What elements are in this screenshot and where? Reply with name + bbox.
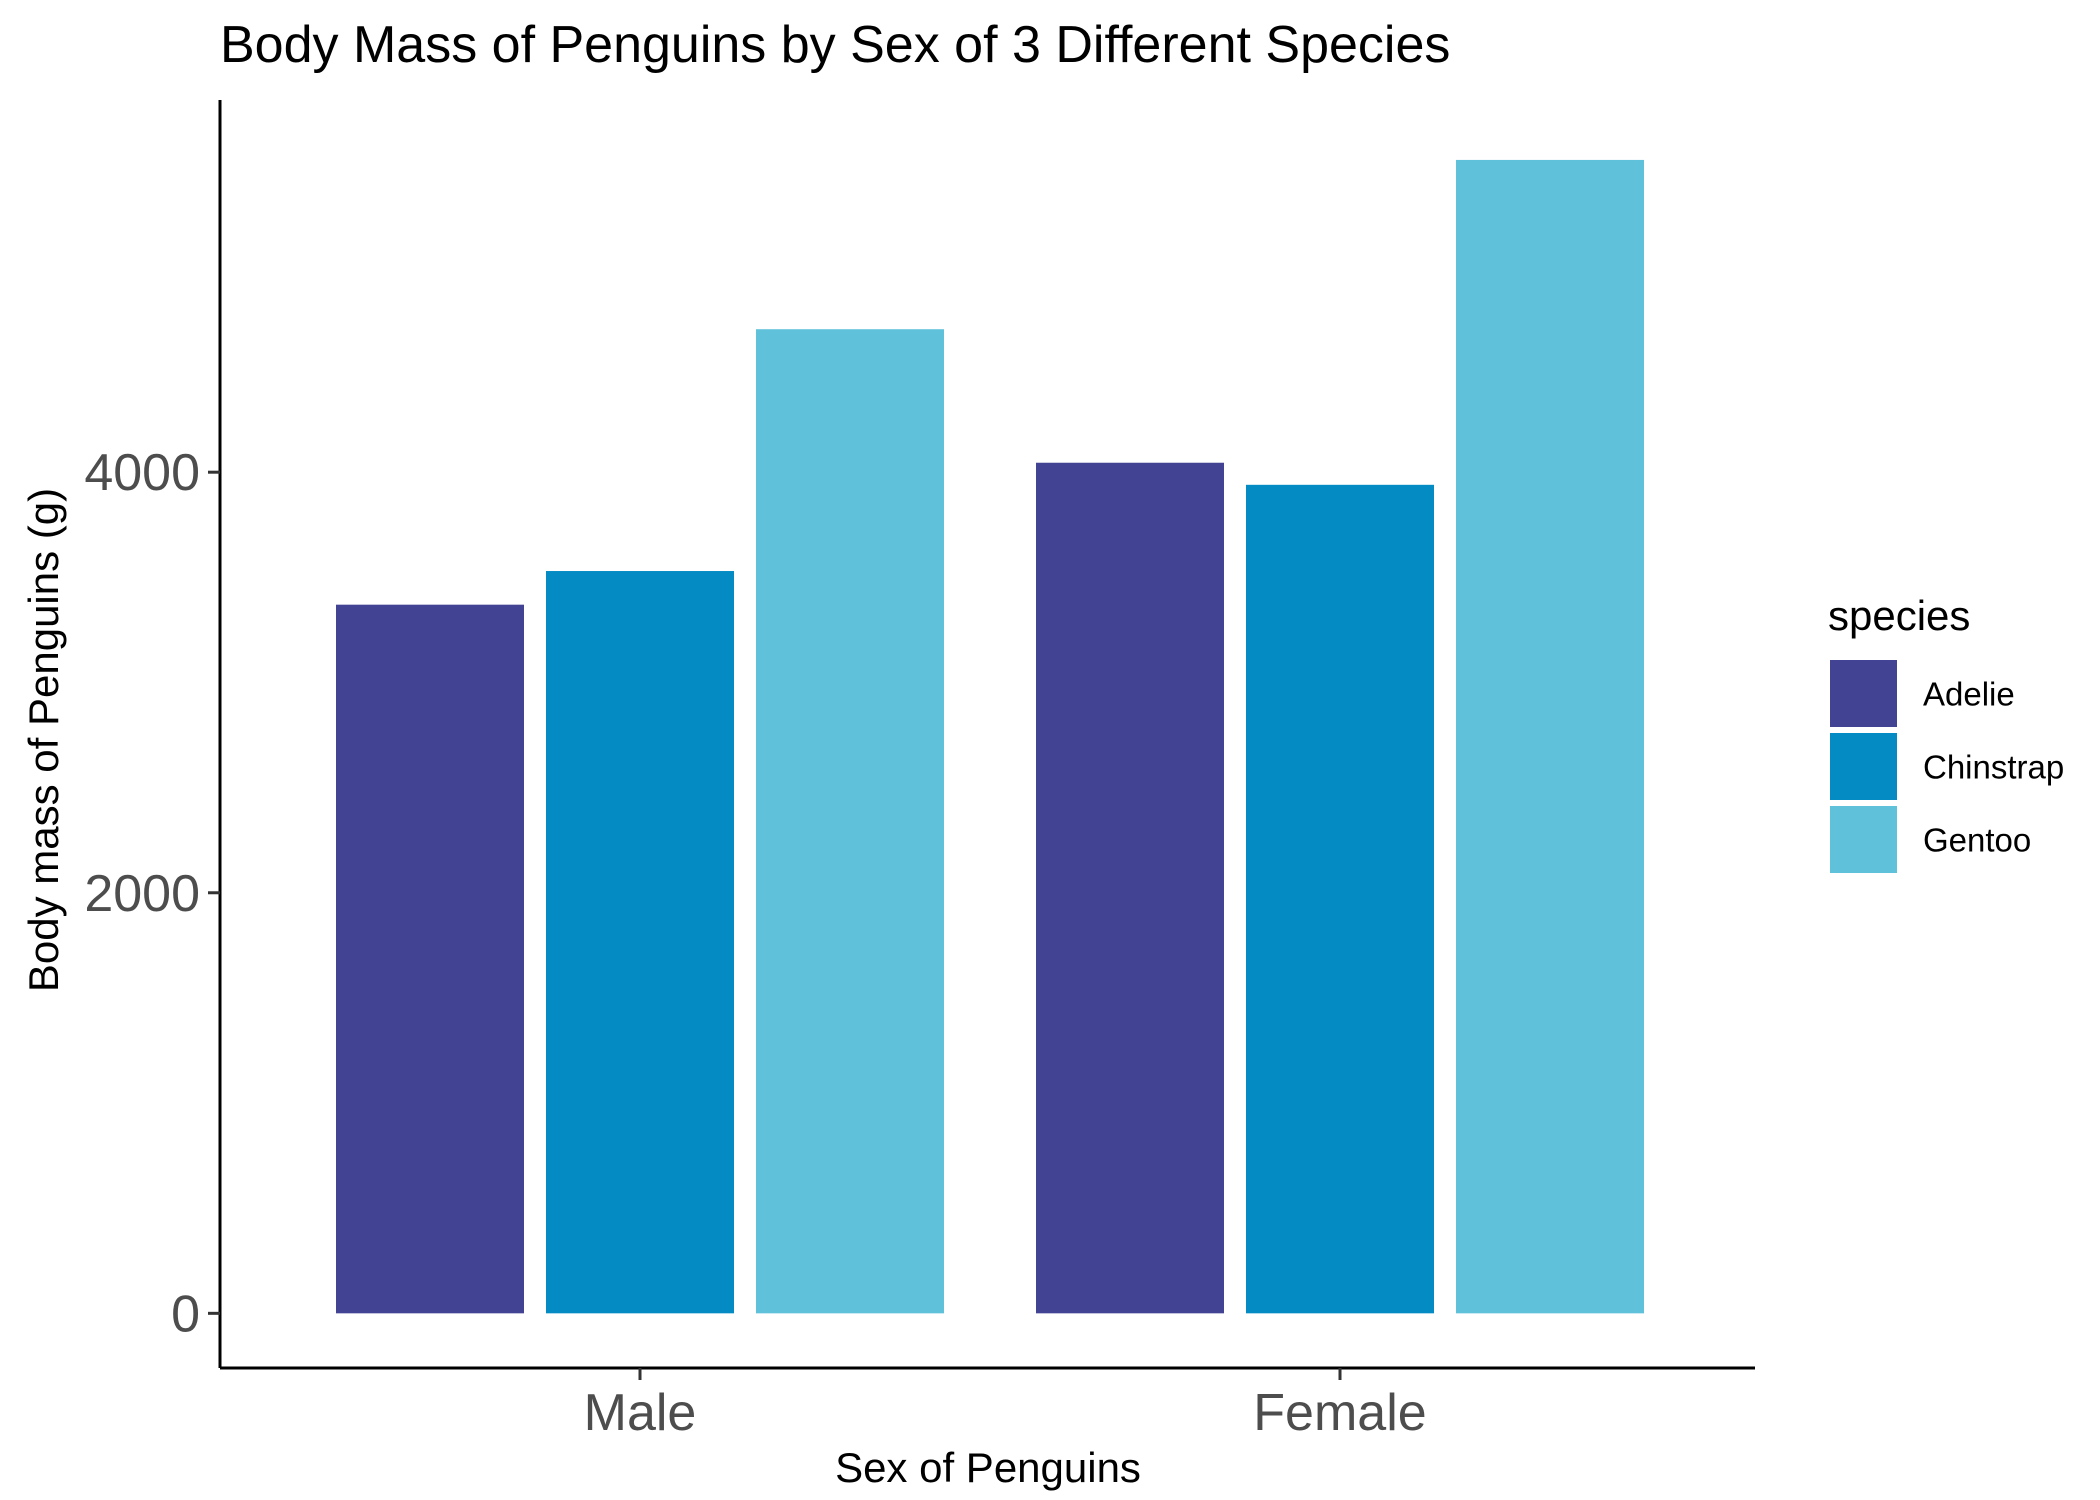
bar-adelie-male	[336, 604, 524, 1314]
x-axis-ticks: Male Female	[584, 1368, 1427, 1442]
legend-key-gentoo	[1830, 806, 1897, 873]
x-tick-label-female: Female	[1253, 1384, 1426, 1442]
x-tick-label-male: Male	[584, 1384, 697, 1442]
plot-area: 0 2000 4000 Male Female	[84, 100, 1755, 1442]
y-axis-title: Body mass of Penguins (g)	[20, 488, 67, 992]
legend-key-chinstrap	[1830, 733, 1897, 800]
bars-group	[336, 159, 1644, 1314]
y-tick-label: 2000	[84, 865, 200, 923]
legend: species Adelie Chinstrap Gentoo	[1828, 592, 2064, 873]
x-axis-title: Sex of Penguins	[835, 1444, 1141, 1491]
y-tick-label: 0	[171, 1285, 200, 1343]
bar-chinstrap-female	[1246, 484, 1434, 1314]
legend-items: Adelie Chinstrap Gentoo	[1830, 660, 2064, 873]
chart-title: Body Mass of Penguins by Sex of 3 Differ…	[220, 16, 1450, 74]
bar-gentoo-female	[1456, 159, 1644, 1314]
legend-title: species	[1828, 592, 1970, 639]
legend-label-adelie: Adelie	[1923, 676, 2015, 713]
legend-label-gentoo: Gentoo	[1923, 822, 2031, 859]
legend-key-adelie	[1830, 660, 1897, 727]
bar-gentoo-male	[756, 329, 944, 1314]
bar-chinstrap-male	[546, 571, 734, 1314]
y-tick-label: 4000	[84, 444, 200, 502]
legend-label-chinstrap: Chinstrap	[1923, 749, 2064, 786]
bar-adelie-female	[1036, 462, 1224, 1314]
y-axis-ticks: 0 2000 4000	[84, 444, 220, 1343]
